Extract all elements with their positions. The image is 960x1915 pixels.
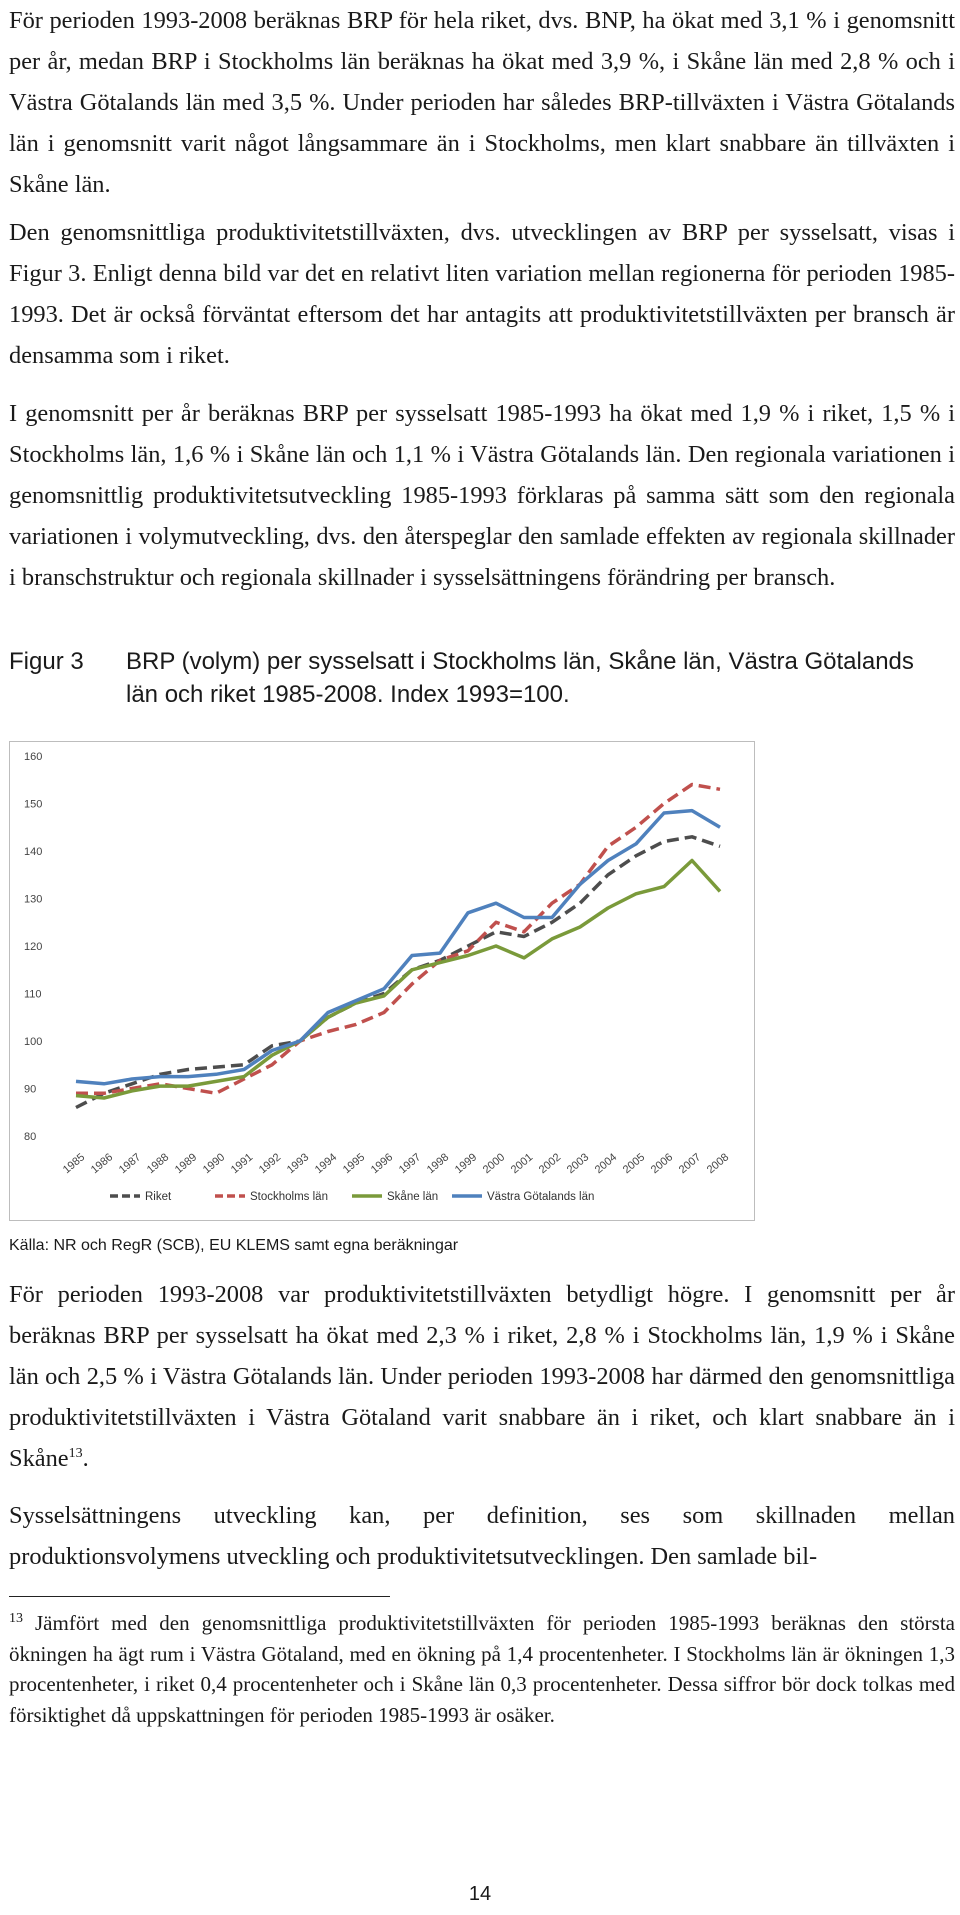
legend-label: Stockholms län [250, 1191, 328, 1203]
footnote-ref: 13 [68, 1445, 83, 1461]
paragraph-4-text: För perioden 1993-2008 var produktivitet… [9, 1281, 955, 1472]
paragraph-4: För perioden 1993-2008 var produktivitet… [9, 1274, 955, 1479]
x-tick-label: 2000 [481, 1151, 507, 1176]
paragraph-4-end: . [82, 1445, 89, 1472]
series-line-sk-ne-l-n [75, 858, 722, 1100]
x-tick-label: 2008 [705, 1151, 731, 1176]
x-tick-label: 2004 [593, 1151, 619, 1176]
y-tick-label: 110 [24, 989, 42, 1001]
legend-label: Riket [145, 1191, 172, 1203]
series-line-v-stra-g-talands-l-n [75, 808, 721, 1086]
x-tick-label: 1999 [453, 1151, 479, 1176]
x-tick-label: 1997 [397, 1151, 423, 1176]
legend-label: Skåne län [387, 1191, 438, 1203]
figure-source: Källa: NR och RegR (SCB), EU KLEMS samt … [9, 1237, 459, 1254]
footnote-text: Jämfört med den genomsnittliga produktiv… [9, 1611, 956, 1727]
x-tick-label: 1992 [257, 1151, 283, 1176]
y-tick-label: 120 [24, 941, 42, 953]
x-tick-label: 1996 [369, 1151, 395, 1176]
x-tick-label: 1985 [61, 1151, 87, 1176]
x-tick-label: 1991 [229, 1151, 255, 1176]
x-tick-label: 2005 [621, 1151, 647, 1176]
x-tick-label: 1989 [173, 1151, 199, 1176]
paragraph-2: Den genomsnittliga produktivitetstillväx… [9, 219, 955, 369]
x-tick-label: 2003 [565, 1151, 591, 1176]
y-tick-label: 140 [24, 846, 42, 858]
legend-label: Västra Götalands län [487, 1191, 594, 1203]
x-tick-label: 2002 [537, 1151, 563, 1176]
figure-caption-text: BRP (volym) per sysselsatt i Stockholms … [126, 648, 914, 708]
y-tick-label: 90 [24, 1084, 36, 1096]
x-tick-label: 1986 [89, 1151, 115, 1176]
x-tick-label: 1988 [145, 1151, 171, 1176]
x-tick-label: 1987 [117, 1151, 143, 1176]
y-tick-label: 100 [24, 1036, 42, 1048]
paragraph-1: För perioden 1993-2008 beräknas BRP för … [9, 7, 955, 198]
x-tick-label: 1998 [425, 1151, 451, 1176]
x-tick-label: 2007 [677, 1151, 703, 1176]
y-tick-label: 150 [24, 799, 42, 811]
y-tick-label: 160 [24, 751, 42, 763]
y-tick-label: 80 [24, 1131, 36, 1143]
page-number: 14 [468, 1883, 492, 1905]
y-tick-label: 130 [24, 894, 42, 906]
footnote-rule [9, 1596, 390, 1597]
x-tick-label: 1994 [313, 1151, 339, 1176]
x-tick-label: 1993 [285, 1151, 311, 1176]
x-tick-label: 1995 [341, 1151, 367, 1176]
x-tick-label: 1990 [201, 1151, 227, 1176]
series-line-stockholms-l-n [76, 782, 721, 1096]
x-tick-label: 2006 [649, 1151, 675, 1176]
footnote-number: 13 [9, 1611, 23, 1626]
paragraph-5: Sysselsättningens utveckling kan, per de… [9, 1502, 955, 1570]
x-tick-label: 2001 [509, 1151, 535, 1176]
figure-label: Figur 3 [9, 648, 84, 675]
chart-frame: 80 90 100 110 120 130 140 150 160 1985 1986 1987 198… [9, 741, 755, 1221]
footnote: 13 Jämfört med den genomsnittliga produk… [9, 1608, 955, 1730]
paragraph-3: I genomsnitt per år beräknas BRP per sys… [9, 400, 955, 591]
